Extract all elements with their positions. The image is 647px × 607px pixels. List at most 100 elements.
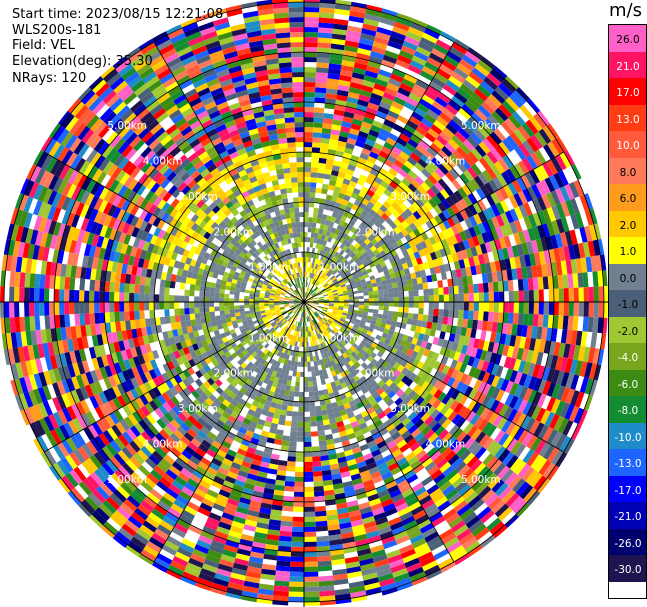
range-gate — [262, 492, 274, 500]
range-gate — [289, 299, 295, 301]
range-gate — [245, 429, 254, 438]
range-gate — [95, 486, 110, 500]
range-gate — [318, 369, 324, 376]
range-gate — [214, 141, 225, 151]
range-gate — [133, 437, 145, 450]
range-gate — [253, 277, 260, 282]
range-gate — [363, 431, 373, 439]
range-gate — [356, 329, 362, 335]
range-gate — [279, 299, 285, 301]
range-gate — [360, 368, 368, 376]
range-gate — [250, 287, 256, 292]
range-gate — [377, 399, 386, 408]
range-gate — [312, 471, 323, 477]
range-gate — [236, 342, 244, 349]
range-gate — [195, 318, 202, 325]
range-gate — [245, 218, 253, 226]
range-gate — [207, 431, 217, 441]
range-gate — [112, 206, 122, 219]
range-gate — [321, 318, 327, 324]
range-gate — [250, 272, 257, 277]
range-gate — [304, 371, 308, 377]
range-gate — [304, 521, 316, 527]
range-gate — [216, 319, 222, 326]
range-gate — [368, 498, 381, 507]
range-gate — [215, 471, 227, 481]
range-gate — [171, 132, 184, 143]
range-gate — [385, 457, 397, 467]
range-gate — [130, 99, 144, 113]
range-gate — [139, 67, 155, 80]
range-gate — [395, 422, 405, 432]
range-gate — [374, 361, 382, 369]
range-gate — [310, 341, 314, 347]
range-gate — [126, 428, 137, 441]
range-gate — [251, 400, 260, 408]
range-gate — [300, 331, 303, 337]
range-gate — [340, 382, 348, 389]
range-gate — [465, 346, 473, 357]
range-gate — [72, 227, 81, 242]
range-gate — [125, 213, 135, 225]
range-gate — [282, 279, 288, 285]
range-gate — [178, 372, 187, 381]
range-gate — [295, 295, 301, 300]
range-gate — [25, 424, 37, 441]
range-gate — [246, 199, 255, 207]
range-gate — [62, 251, 70, 265]
range-gate — [356, 401, 364, 409]
range-gate — [474, 482, 488, 496]
range-gate — [425, 383, 434, 394]
range-gate — [271, 348, 277, 354]
range-gate — [449, 400, 460, 411]
range-gate — [366, 339, 374, 346]
range-gate — [80, 325, 87, 338]
range-gate — [348, 463, 359, 471]
range-gate — [244, 245, 251, 252]
range-gate — [239, 497, 251, 505]
range-gate — [109, 228, 118, 241]
range-gate — [432, 336, 440, 346]
range-gate — [419, 326, 427, 335]
range-gate — [291, 531, 304, 537]
range-gate — [311, 308, 316, 313]
range-gate — [480, 330, 487, 341]
range-gate — [281, 347, 287, 354]
range-gate — [340, 371, 347, 378]
range-gate — [336, 323, 342, 329]
range-gate — [276, 555, 291, 562]
range-gate — [183, 463, 196, 474]
range-gate — [547, 447, 560, 463]
range-gate — [253, 411, 261, 419]
range-gate — [333, 358, 339, 365]
range-gate — [339, 522, 352, 530]
range-gate — [96, 419, 107, 433]
range-gate — [146, 50, 162, 63]
range-gate — [413, 542, 429, 554]
range-gate — [252, 319, 259, 325]
range-gate — [186, 210, 196, 220]
range-gate — [191, 364, 200, 373]
range-gate — [243, 580, 260, 589]
range-gate — [546, 429, 558, 445]
range-gate — [119, 282, 125, 293]
range-gate — [308, 303, 314, 307]
range-gate — [79, 313, 86, 326]
range-gate — [324, 335, 329, 341]
range-gate — [276, 560, 291, 567]
range-gate — [186, 428, 197, 438]
range-gate — [276, 351, 282, 357]
range-gate — [424, 531, 439, 543]
range-gate — [270, 309, 276, 313]
range-gate — [206, 369, 215, 378]
range-gate — [407, 529, 422, 540]
range-gate — [270, 328, 276, 334]
range-gate — [184, 295, 190, 302]
range-gate — [552, 315, 559, 329]
range-gate — [268, 519, 281, 526]
range-gate — [99, 225, 108, 238]
range-gate — [122, 222, 131, 234]
range-gate — [197, 268, 205, 275]
range-gate — [268, 333, 274, 340]
range-gate — [465, 515, 481, 529]
